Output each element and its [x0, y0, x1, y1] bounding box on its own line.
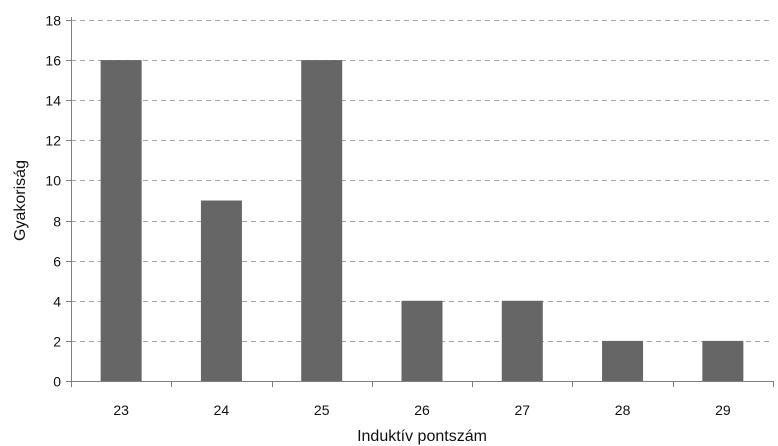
bar-24 — [200, 200, 242, 381]
y-tick-label: 4 — [53, 294, 61, 310]
x-tick-label: 24 — [214, 402, 230, 418]
y-tick-label: 14 — [45, 93, 61, 109]
x-tick-labels: 23 24 25 26 27 28 29 — [113, 402, 731, 418]
bar-25 — [301, 60, 343, 381]
bar-28 — [602, 340, 644, 381]
axes — [66, 17, 774, 387]
x-tick-label: 28 — [615, 402, 631, 418]
y-tick-label: 6 — [53, 254, 61, 270]
gridlines — [71, 20, 773, 342]
y-tick-label: 16 — [45, 53, 61, 69]
y-tick-label: 12 — [45, 133, 61, 149]
x-axis-title: Induktív pontszám — [357, 428, 487, 445]
bar-29 — [702, 340, 744, 381]
y-tick-label: 18 — [45, 13, 61, 29]
x-tick-label: 23 — [113, 402, 129, 418]
y-axis-title: Gyakoriság — [12, 160, 29, 241]
y-tick-labels: 0 2 4 6 8 10 12 14 16 18 — [45, 13, 61, 390]
y-tick-label: 2 — [53, 334, 61, 350]
bars — [100, 60, 744, 381]
y-tick-label: 8 — [53, 214, 61, 230]
y-tick-label: 0 — [53, 374, 61, 390]
y-tick-label: 10 — [45, 173, 61, 189]
x-tick-label: 26 — [414, 402, 430, 418]
bar-23 — [100, 60, 142, 381]
x-tick-label: 27 — [514, 402, 530, 418]
bar-26 — [401, 300, 443, 381]
bar-27 — [501, 300, 543, 381]
x-tick-label: 25 — [314, 402, 330, 418]
x-tick-label: 29 — [715, 402, 731, 418]
